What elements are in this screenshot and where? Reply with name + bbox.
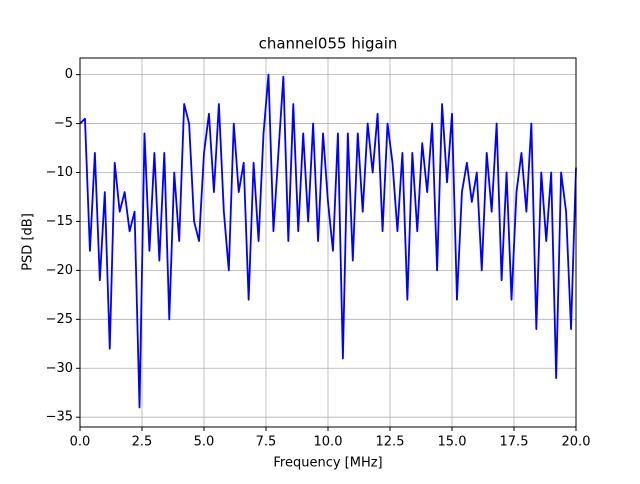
x-tick-label: 0.0 <box>70 435 91 450</box>
y-tick-label: −35 <box>46 410 73 425</box>
x-tick-label: 7.5 <box>256 435 277 450</box>
y-tick-label: −15 <box>46 214 73 229</box>
x-tick-label: 10.0 <box>314 435 343 450</box>
chart-title: channel055 higain <box>259 35 398 53</box>
y-tick-label: −10 <box>46 165 73 180</box>
y-tick-label: −25 <box>46 312 73 327</box>
y-axis-label: PSD [dB] <box>21 213 36 271</box>
x-tick-label: 12.5 <box>376 435 405 450</box>
data-line <box>79 73 577 409</box>
y-tick-label: −20 <box>46 263 73 278</box>
y-tick-label: −5 <box>54 116 73 131</box>
x-axis-label: Frequency [MHz] <box>273 456 382 471</box>
x-tick-label: 15.0 <box>438 435 467 450</box>
x-tick-label: 17.5 <box>500 435 529 450</box>
y-tick-label: 0 <box>65 67 73 82</box>
x-tick-label: 2.5 <box>132 435 153 450</box>
x-tick-label: 5.0 <box>194 435 215 450</box>
y-tick-label: −30 <box>46 361 73 376</box>
x-tick-label: 20.0 <box>562 435 591 450</box>
plot-frame <box>79 57 577 428</box>
